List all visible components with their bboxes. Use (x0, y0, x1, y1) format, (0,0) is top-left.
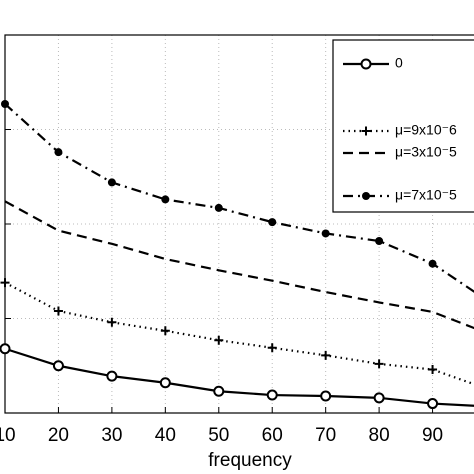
marker (427, 398, 439, 410)
marker (428, 365, 438, 375)
marker (373, 392, 385, 404)
marker (1, 99, 9, 108)
marker (107, 317, 117, 327)
marker (267, 343, 277, 353)
marker (52, 360, 64, 372)
x-tick-label: 80 (369, 425, 390, 446)
marker (214, 335, 224, 345)
marker (374, 359, 384, 369)
marker (320, 390, 332, 402)
marker (321, 229, 330, 238)
legend-label: μ=9x10⁻6 (395, 122, 457, 138)
marker (160, 326, 170, 336)
marker (213, 385, 225, 397)
x-tick-label: 20 (48, 425, 69, 446)
marker (362, 192, 370, 200)
marker (214, 203, 223, 212)
x-tick-label: 50 (208, 425, 229, 446)
marker (159, 377, 171, 389)
marker (54, 148, 63, 157)
marker (53, 306, 63, 316)
series-line (4, 347, 474, 407)
x-tick-label: 10 (0, 425, 16, 446)
series-line (4, 103, 474, 293)
x-tick-label: 70 (315, 425, 336, 446)
marker (161, 195, 170, 204)
marker (266, 389, 278, 401)
series-line (4, 281, 474, 386)
legend-box (332, 39, 474, 213)
marker (107, 178, 116, 187)
marker (375, 237, 384, 246)
legend-label: 0 (395, 55, 403, 71)
marker (0, 343, 11, 355)
x-tick-label: 40 (155, 425, 176, 446)
x-axis-label: frequency (208, 450, 292, 471)
marker (321, 350, 331, 360)
marker (0, 278, 10, 288)
legend-label: μ=3x10⁻5 (395, 144, 457, 160)
marker (106, 370, 118, 382)
plot-frame (4, 34, 474, 414)
series-line (4, 200, 474, 330)
marker (268, 218, 277, 227)
marker (360, 58, 372, 70)
marker (428, 259, 437, 268)
x-tick-label: 90 (422, 425, 443, 446)
x-tick-label: 60 (262, 425, 283, 446)
marker (361, 126, 371, 136)
x-tick-label: 30 (101, 425, 122, 446)
legend-label: μ=7x10⁻5 (395, 187, 457, 203)
